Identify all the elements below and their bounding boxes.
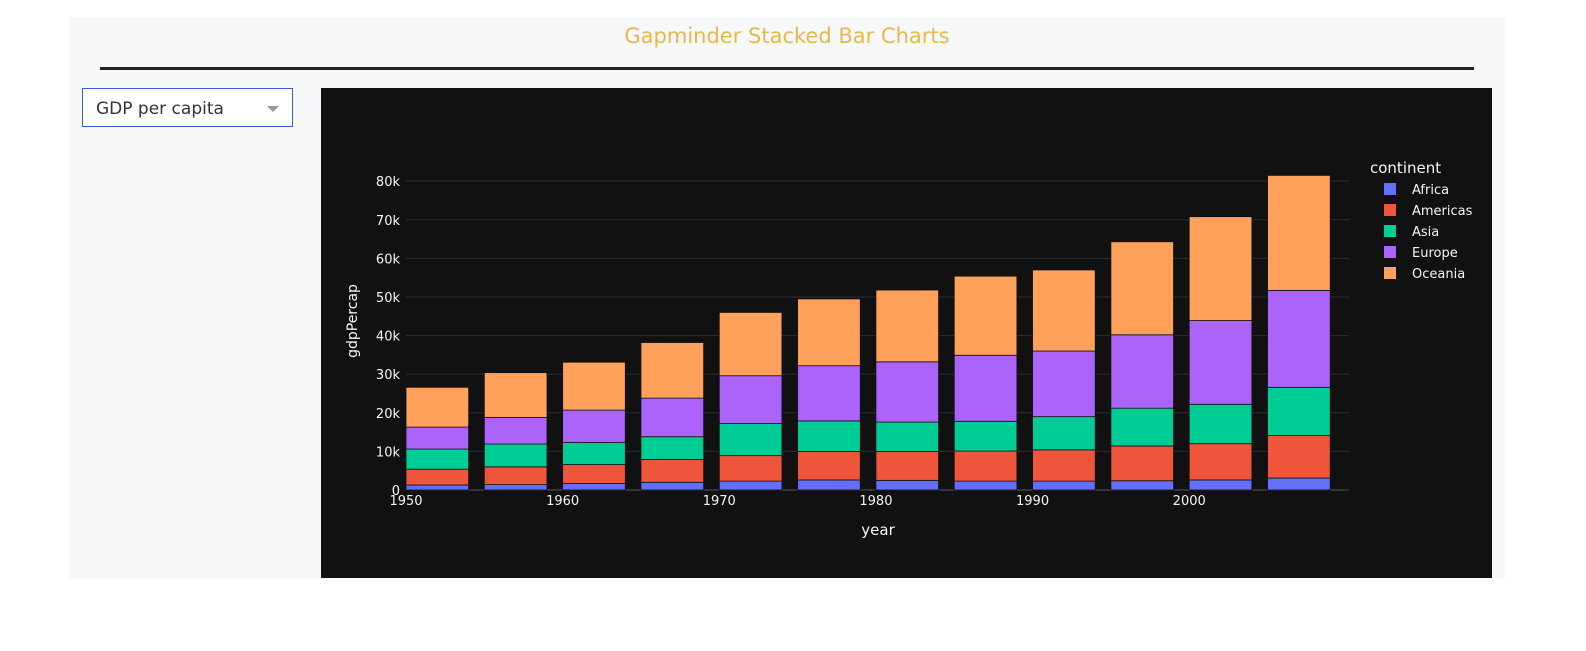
bar-segment[interactable]: [718, 375, 783, 424]
bar-segment[interactable]: [718, 312, 783, 377]
x-axis-label: year: [861, 521, 895, 539]
bar-segment[interactable]: [562, 442, 626, 465]
y-tick-label: 0: [392, 484, 400, 499]
bar-segment[interactable]: [640, 397, 705, 438]
x-tick-label: 1960: [546, 494, 579, 509]
y-tick-label: 80k: [376, 175, 401, 190]
bar-segment[interactable]: [1032, 449, 1096, 482]
bar-segment[interactable]: [1188, 320, 1253, 405]
bars: [405, 174, 1331, 491]
bar-segment[interactable]: [1188, 403, 1253, 445]
bar-segment[interactable]: [875, 421, 939, 452]
legend-item-label[interactable]: Europe: [1412, 246, 1458, 261]
legend-item-label[interactable]: Americas: [1412, 204, 1473, 219]
bar-segment[interactable]: [797, 479, 861, 491]
chevron-down-icon[interactable]: [267, 106, 279, 112]
dropdown-selected-value: GDP per capita: [96, 99, 224, 119]
y-tick-label: 60k: [376, 252, 401, 267]
y-tick-label: 70k: [376, 214, 401, 229]
bar-segment[interactable]: [1188, 216, 1253, 321]
legend-title: continent: [1370, 159, 1441, 177]
bar-segment[interactable]: [405, 386, 470, 428]
x-tick-label: 1980: [859, 494, 892, 509]
bar-segment[interactable]: [405, 468, 470, 486]
legend-swatch[interactable]: [1384, 204, 1396, 216]
chart-svg[interactable]: 0 10k 20k 30k 40k 50k 60k 70k 80k 1950 1960 1970 198…: [321, 88, 1492, 578]
bar-segment[interactable]: [953, 450, 1018, 482]
bar-segment[interactable]: [797, 298, 861, 367]
stacked-bar-chart[interactable]: 0 10k 20k 30k 40k 50k 60k 70k 80k 1950 1960 1970 198…: [321, 88, 1492, 578]
legend-item-label[interactable]: Oceania: [1412, 267, 1465, 282]
bar-segment[interactable]: [405, 448, 470, 470]
y-tick-label: 40k: [376, 330, 401, 345]
bar-segment[interactable]: [797, 420, 861, 452]
bar-segment[interactable]: [562, 464, 626, 484]
bar-segment[interactable]: [562, 361, 626, 411]
y-tick-label: 50k: [376, 291, 401, 306]
y-tick-label: 30k: [376, 368, 401, 383]
bar-segment[interactable]: [1110, 445, 1174, 482]
x-tick-label: 1970: [703, 494, 736, 509]
bar-segment[interactable]: [483, 484, 548, 491]
bar-segment[interactable]: [1188, 479, 1253, 491]
metric-dropdown[interactable]: GDP per capita: [82, 88, 293, 127]
bar-segment[interactable]: [483, 443, 548, 468]
legend-swatch[interactable]: [1384, 225, 1396, 237]
page-title: Gapminder Stacked Bar Charts: [624, 24, 950, 48]
bar-segment[interactable]: [875, 479, 939, 491]
bar-segment[interactable]: [1110, 480, 1174, 491]
legend-swatch[interactable]: [1384, 246, 1396, 258]
bar-segment[interactable]: [875, 450, 939, 481]
bar-segment[interactable]: [797, 365, 861, 422]
bar-segment[interactable]: [953, 420, 1018, 452]
bar-segment[interactable]: [718, 423, 783, 457]
bar-segment[interactable]: [718, 455, 783, 482]
bar-segment[interactable]: [1032, 416, 1096, 451]
y-tick-label: 20k: [376, 407, 401, 422]
bar-segment[interactable]: [1267, 290, 1331, 388]
legend-item-label[interactable]: Africa: [1412, 183, 1449, 198]
bar-segment[interactable]: [562, 409, 626, 443]
x-tick-label: 2000: [1173, 494, 1206, 509]
bar-segment[interactable]: [1267, 174, 1331, 291]
bar-segment[interactable]: [1110, 407, 1174, 447]
bar-segment[interactable]: [640, 436, 705, 460]
bar-segment[interactable]: [875, 289, 939, 363]
bar-segment[interactable]: [953, 275, 1018, 356]
bar-segment[interactable]: [405, 484, 470, 491]
legend-swatch[interactable]: [1384, 267, 1396, 279]
bar-segment[interactable]: [1032, 269, 1096, 352]
bar-segment[interactable]: [1267, 477, 1331, 491]
y-axis-label: gdpPercap: [345, 284, 361, 358]
legend-swatch[interactable]: [1384, 183, 1396, 195]
bar-segment[interactable]: [953, 354, 1018, 422]
bar-segment[interactable]: [1110, 334, 1174, 409]
bar-segment[interactable]: [640, 459, 705, 483]
bar-segment[interactable]: [797, 450, 861, 481]
bar-segment[interactable]: [1032, 480, 1096, 491]
header-divider: [100, 67, 1474, 70]
bar-segment[interactable]: [953, 480, 1018, 491]
bar-segment[interactable]: [483, 466, 548, 485]
bar-segment[interactable]: [1110, 241, 1174, 336]
legend-item-label[interactable]: Asia: [1412, 225, 1439, 240]
dashboard: Gapminder Stacked Bar Charts GDP per cap…: [69, 17, 1505, 578]
bar-segment[interactable]: [640, 342, 705, 399]
bar-segment[interactable]: [1267, 386, 1331, 436]
y-tick-label: 10k: [376, 445, 401, 460]
bar-segment[interactable]: [875, 361, 939, 423]
bar-segment[interactable]: [1267, 435, 1331, 479]
bar-segment[interactable]: [483, 417, 548, 445]
legend[interactable]: continent Africa Americas Asia Europe Oceani…: [1370, 159, 1473, 282]
bar-segment[interactable]: [1188, 443, 1253, 481]
bar-segment[interactable]: [483, 372, 548, 418]
bar-segment[interactable]: [718, 480, 783, 491]
bar-segment[interactable]: [405, 426, 470, 450]
bar-segment[interactable]: [562, 483, 626, 491]
axes: 0 10k 20k 30k 40k 50k 60k 70k 80k 1950 1960 1970 198…: [376, 175, 1206, 509]
bar-segment[interactable]: [640, 481, 705, 491]
bar-segment[interactable]: [1032, 350, 1096, 418]
x-tick-label: 1950: [389, 494, 422, 509]
x-tick-label: 1990: [1016, 494, 1049, 509]
